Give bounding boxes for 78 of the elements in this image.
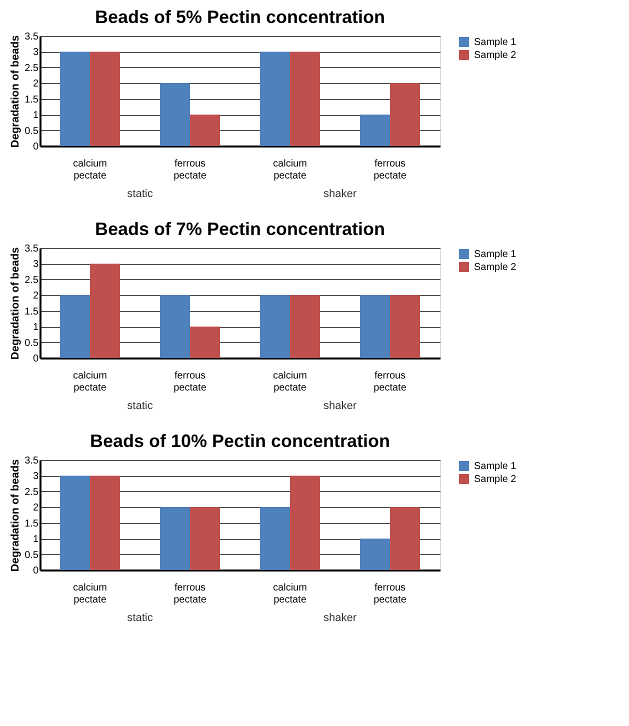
legend-label: Sample 1 [474, 249, 517, 260]
text: shaker [323, 188, 357, 200]
x-tick-label: ferrous pectate [174, 582, 207, 606]
bar [160, 507, 190, 570]
text: shaker [323, 400, 357, 412]
y-tick-label: 3.5 [24, 456, 39, 466]
bar [390, 507, 420, 570]
x-tick-label: calcium pectate [73, 582, 107, 606]
bar [390, 295, 420, 358]
x-tick-label: calcium pectate [273, 370, 307, 394]
legend-label: Sample 2 [474, 262, 517, 273]
legend-label: Sample 1 [474, 461, 517, 472]
x-tick-label: ferrous pectate [374, 582, 407, 606]
y-axis-title: Degradation of beads [10, 247, 22, 360]
y-tick-label: 0.5 [24, 550, 39, 561]
bar [290, 476, 320, 570]
x-tick-label: ferrous pectate [374, 370, 407, 394]
bar [90, 264, 120, 358]
x-tick-label: ferrous pectate [374, 158, 407, 182]
y-tick-label: 0 [32, 142, 39, 152]
bar [390, 83, 420, 146]
y-tick-label: 3.5 [24, 244, 39, 254]
bar [290, 295, 320, 358]
bar [90, 476, 120, 570]
y-tick-label: 1.5 [24, 94, 39, 106]
bar [360, 114, 390, 146]
bar [260, 52, 290, 146]
bar [360, 295, 390, 358]
bar [260, 507, 290, 570]
legend-label: Sample 2 [474, 50, 517, 61]
bar [290, 52, 320, 146]
x-tick-label: ferrous pectate [174, 158, 207, 182]
y-tick-label: 1.5 [24, 518, 39, 530]
y-tick-label: 3 [32, 259, 39, 270]
y-tick-label: 3 [32, 47, 39, 58]
bar [60, 476, 90, 570]
x-tick-label: calcium pectate [273, 158, 307, 182]
bar [190, 507, 220, 570]
bar [190, 114, 220, 146]
y-tick-label: 2.5 [24, 62, 39, 74]
y-tick-label: 0.5 [24, 126, 39, 137]
text: static [127, 612, 154, 624]
y-tick-label: 2 [32, 502, 39, 514]
bar [90, 52, 120, 146]
y-tick-label: 0 [32, 354, 39, 364]
y-tick-label: 3.5 [24, 32, 39, 42]
bar [190, 326, 220, 358]
x-tick-label: calcium pectate [73, 370, 107, 394]
y-tick-label: 2 [32, 78, 39, 90]
bar [160, 83, 190, 146]
y-tick-label: 2 [32, 290, 39, 302]
x-tick-label: calcium pectate [73, 158, 107, 182]
bar [160, 295, 190, 358]
legend-label: Sample 1 [474, 37, 517, 48]
bar [60, 295, 90, 358]
y-tick-label: 0.5 [24, 338, 39, 349]
text: static [127, 188, 154, 200]
x-tick-label: ferrous pectate [174, 370, 207, 394]
y-tick-label: 1 [32, 110, 39, 122]
y-tick-label: 0 [32, 566, 39, 576]
chart-title: Beads of 10% Pectin concentration [90, 431, 390, 451]
y-axis-title: Degradation of beads [10, 459, 22, 572]
x-tick-label: calcium pectate [273, 582, 307, 606]
y-tick-label: 1.5 [24, 306, 39, 318]
bar [260, 295, 290, 358]
y-axis-title: Degradation of beads [10, 35, 22, 148]
y-tick-label: 3 [32, 471, 39, 482]
text: shaker [323, 612, 357, 624]
y-tick-label: 2.5 [24, 486, 39, 498]
bar [360, 538, 390, 570]
text: static [127, 400, 154, 412]
y-tick-label: 1 [32, 534, 39, 546]
y-tick-label: 1 [32, 322, 39, 334]
chart-title: Beads of 7% Pectin concentration [94, 219, 386, 239]
legend-label: Sample 2 [474, 474, 517, 485]
chart-title: Beads of 5% Pectin concentration [94, 7, 386, 27]
y-tick-label: 2.5 [24, 274, 39, 286]
bar [60, 52, 90, 146]
